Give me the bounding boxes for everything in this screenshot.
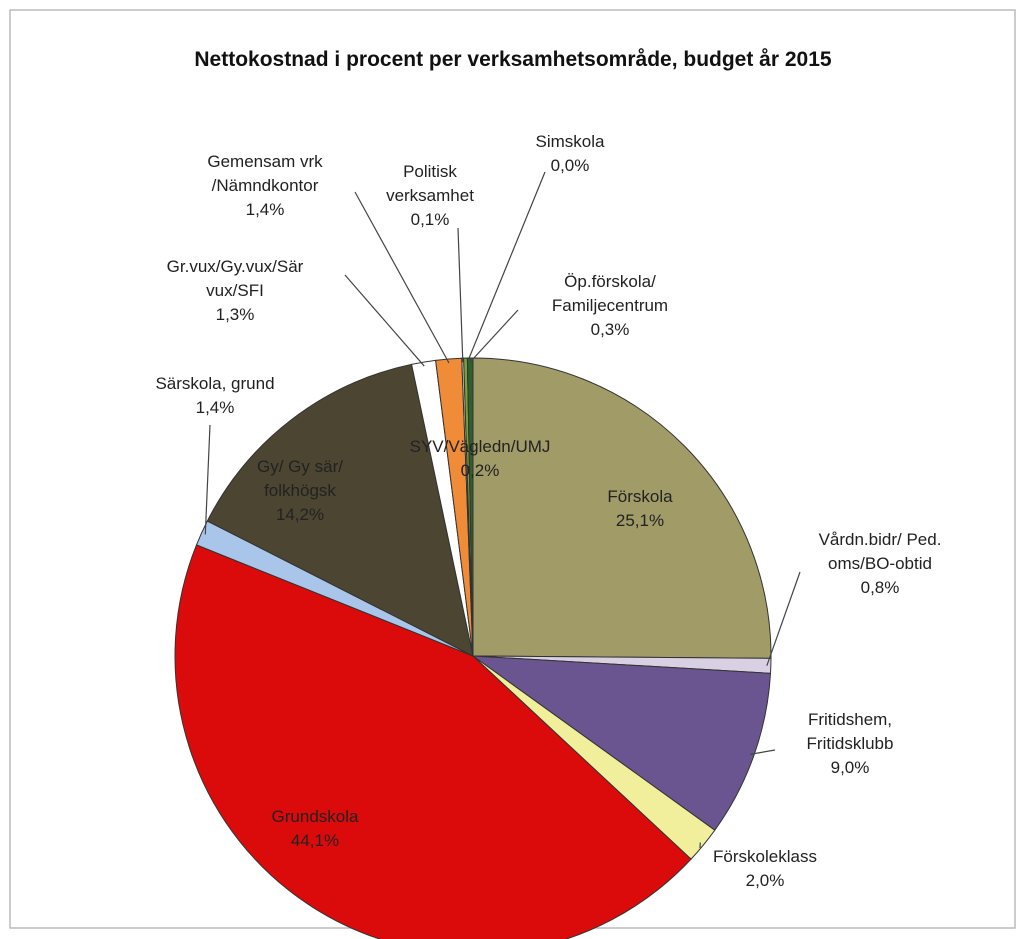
slice-label: Gemensam vrk /Nämndkontor 1,4% [207,150,322,222]
slice-label: SYV/Vägledn/UMJ 0,2% [410,435,551,483]
slice-value: 1,4% [245,200,285,219]
slice-value: 0,3% [590,320,630,339]
leader-line [469,309,519,363]
slice-value: 0,1% [410,210,450,229]
slice-value: 2,0% [745,871,785,890]
slice-label: Politisk verksamhet 0,1% [386,160,474,232]
slice-category: Grundskola [271,807,359,826]
leader-line [766,571,801,666]
slice-value: 0,0% [550,156,590,175]
pie-slice [206,363,474,657]
slice-category: Öp.förskola/ Familjecentrum [551,272,669,315]
pie-slice [471,655,772,831]
leader-line [354,191,450,364]
leader-line [749,749,776,755]
slice-category: Förskoleklass [713,847,817,866]
slice-category: Gy/ Gy sär/ folkhögsk [257,457,343,500]
slice-label: Vårdn.bidr/ Ped. oms/BO-obtid 0,8% [819,528,942,600]
leader-line [344,274,425,367]
leader-line [466,171,546,363]
slice-value: 0,8% [860,578,900,597]
slice-value: 14,2% [275,505,325,524]
leader-line [204,424,211,535]
slice-category: Särskola, grund [155,374,275,393]
slice-label: Gr.vux/Gy.vux/Sär vux/SFI 1,3% [167,255,304,327]
slice-category: Fritidshem, Fritidsklubb [806,710,894,753]
slice-category: Gemensam vrk /Nämndkontor [207,152,323,195]
slice-value: 9,0% [830,758,870,777]
slice-label: Förskola 25,1% [607,485,672,533]
slice-category: Simskola [535,132,605,151]
slice-label: Grundskola 44,1% [272,805,359,853]
slice-category: Vårdn.bidr/ Ped. oms/BO-obtid [818,530,942,573]
pie-slice [466,357,474,657]
slice-value: 0,2% [460,461,500,480]
slice-value: 25,1% [615,511,665,530]
slice-label: Förskoleklass 2,0% [713,845,817,893]
leader-line [457,227,464,363]
slice-label: Gy/ Gy sär/ folkhögsk 14,2% [257,455,343,527]
slice-category: SYV/Vägledn/UMJ [409,437,551,456]
slice-category: Gr.vux/Gy.vux/Sär vux/SFI [166,257,304,300]
slice-label: Fritidshem, Fritidsklubb 9,0% [807,708,894,780]
slice-label: Simskola 0,0% [536,130,605,178]
slice-value: 1,3% [215,305,255,324]
slice-value: 44,1% [290,831,340,850]
slice-label: Öp.förskola/ Familjecentrum 0,3% [552,270,668,342]
slice-category: Politisk verksamhet [386,162,474,205]
slice-label: Särskola, grund 1,4% [155,372,274,420]
slice-category: Förskola [607,487,673,506]
pie-slice [174,544,692,939]
slice-value: 1,4% [195,398,235,417]
chart-title: Nettokostnad i procent per verksamhetsom… [194,48,832,71]
pie-slice [472,357,772,659]
